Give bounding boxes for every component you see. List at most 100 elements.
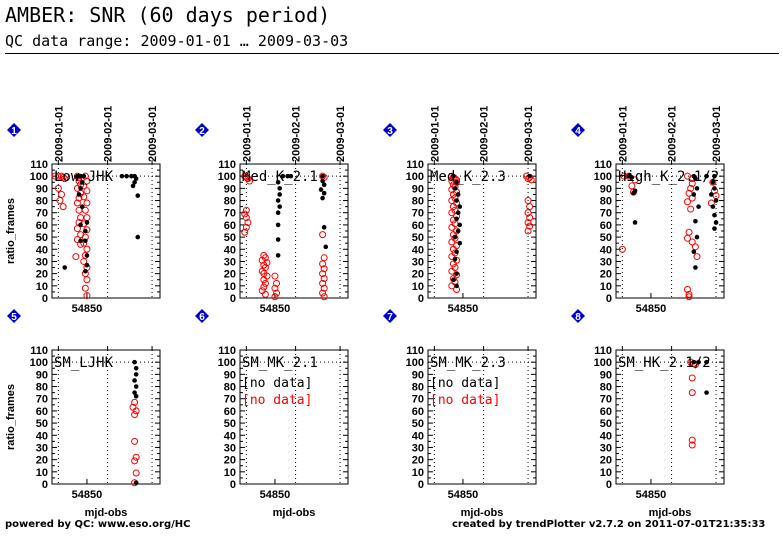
no-data-label: [no data]: [430, 393, 500, 408]
panel-1: 1010203040506070809010011054850Low_JHKra…: [5, 123, 161, 315]
y-tick-label: 90: [36, 369, 48, 381]
y-tick-label: 0: [42, 479, 48, 491]
x-axis-label: mjd-obs: [273, 507, 316, 519]
data-point-open: [448, 253, 456, 261]
y-tick-label: 100: [406, 357, 424, 369]
data-point-filled: [691, 249, 697, 255]
date-tick-label: 2009-02-01: [103, 106, 115, 162]
data-point-open: [80, 257, 88, 265]
data-point-open: [83, 199, 91, 207]
y-tick-label: 100: [218, 357, 236, 369]
data-point-filled: [694, 234, 700, 240]
data-point-filled: [454, 283, 459, 289]
data-point-filled: [132, 390, 137, 395]
panel-6: 6010203040506070809010011054850SM_MK_2.1…: [195, 309, 349, 519]
data-point-filled: [713, 198, 719, 203]
data-point-filled: [454, 216, 459, 222]
data-point-filled: [275, 222, 281, 228]
date-tick-label: 2009-03-01: [523, 106, 535, 162]
data-point-open: [687, 184, 695, 192]
y-tick-label: 70: [412, 394, 424, 406]
data-point-open: [524, 209, 532, 217]
y-tick-label: 20: [224, 455, 236, 467]
data-point-open: [246, 177, 254, 185]
data-point-open: [320, 284, 328, 292]
y-tick-label: 70: [224, 394, 236, 406]
y-tick-label: 60: [36, 406, 48, 418]
y-tick-label: 40: [412, 244, 424, 256]
page-subtitle: QC data range: 2009-01-01 … 2009-03-03: [5, 32, 349, 50]
data-point-filled: [78, 173, 83, 179]
y-tick-label: 110: [594, 159, 612, 171]
y-tick-label: 30: [224, 442, 236, 454]
data-point-filled: [133, 365, 139, 371]
data-point-open: [83, 214, 91, 222]
date-tick-label: 2009-03-01: [335, 106, 347, 162]
date-tick-label: 2009-03-01: [147, 106, 159, 162]
x-axis-label: mjd-obs: [461, 507, 504, 519]
data-point-open: [688, 238, 696, 246]
data-point-filled: [275, 210, 281, 216]
y-tick-label: 70: [36, 394, 48, 406]
data-point-filled: [129, 173, 134, 179]
data-point-filled: [691, 192, 697, 197]
data-point-open: [688, 389, 696, 397]
data-point-filled: [457, 222, 463, 228]
data-point-open: [241, 228, 249, 236]
data-point-open: [54, 184, 62, 192]
y-tick-label: 30: [36, 256, 48, 268]
data-point-filled: [135, 193, 141, 198]
y-tick-label: 110: [30, 159, 48, 171]
data-point-open: [61, 175, 69, 183]
data-point-filled: [321, 190, 327, 196]
data-point-open: [83, 292, 91, 300]
date-tick-label: 2009-02-01: [667, 106, 679, 162]
data-point-filled: [452, 234, 458, 240]
y-tick-label: 10: [412, 467, 424, 479]
data-point-filled: [632, 220, 638, 225]
y-tick-label: 110: [406, 345, 424, 357]
y-tick-label: 40: [412, 430, 424, 442]
panel-badge-icon: [383, 309, 397, 323]
data-point-open: [81, 206, 89, 214]
y-tick-label: 30: [224, 256, 236, 268]
data-point-open: [258, 287, 266, 295]
x-axis-label: mjd-obs: [85, 507, 128, 519]
y-tick-label: 0: [230, 479, 236, 491]
data-point-filled: [78, 238, 83, 244]
panel-badge-number: 8: [575, 312, 581, 323]
data-point-filled: [62, 265, 68, 270]
data-point-open: [72, 253, 80, 261]
y-tick-label: 10: [412, 281, 424, 293]
y-tick-label: 20: [412, 269, 424, 281]
y-tick-label: 10: [36, 281, 48, 293]
data-point-open: [73, 199, 81, 207]
y-tick-label: 40: [600, 244, 612, 256]
y-tick-label: 40: [36, 244, 48, 256]
page-title: AMBER: SNR (60 days period): [5, 3, 331, 27]
y-tick-label: 70: [412, 208, 424, 220]
date-tick-label: 2009-01-01: [241, 106, 253, 162]
data-point-open: [526, 214, 534, 222]
y-tick-label: 50: [224, 418, 236, 430]
data-point-filled: [79, 179, 85, 185]
data-point-filled: [323, 244, 329, 250]
data-point-filled: [320, 178, 325, 184]
y-tick-label: 60: [412, 406, 424, 418]
data-point-open: [319, 270, 327, 278]
header-divider: [5, 53, 779, 54]
date-tick-label: 2009-01-01: [429, 106, 441, 162]
y-tick-label: 90: [36, 183, 48, 195]
y-axis-label: ratio_frames: [5, 384, 17, 450]
y-tick-label: 90: [412, 369, 424, 381]
data-point-filled: [275, 198, 281, 203]
data-point-open: [271, 293, 279, 301]
data-point-open: [451, 220, 459, 228]
date-tick-label: 2009-01-01: [53, 106, 65, 162]
data-point-open: [271, 284, 279, 292]
y-axis-label: ratio_frames: [5, 198, 17, 264]
data-point-filled: [135, 234, 141, 240]
y-tick-label: 50: [412, 232, 424, 244]
panel-label: SM_MK_2.3: [430, 355, 506, 371]
panel-badge-icon: [195, 123, 209, 137]
